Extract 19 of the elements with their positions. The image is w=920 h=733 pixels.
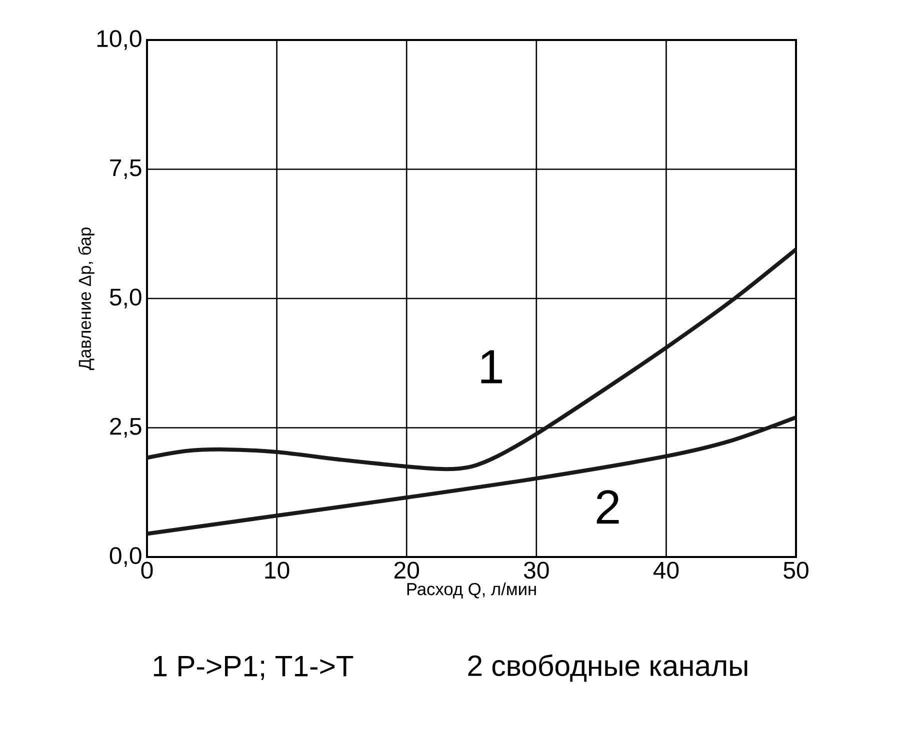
series-label: 1 [481,350,502,384]
x-tick-label: 10 [265,562,290,579]
x-tick-label: 50 [784,562,808,579]
y-tick-label: 7,5 [110,159,142,180]
x-tick-label: 30 [524,562,549,579]
line-series [145,415,798,536]
y-tick-label: 10,0 [97,30,142,50]
line-series [145,247,798,472]
y-axis-title: Давление Δp, бар [78,228,94,370]
x-tick-label: 20 [394,562,420,579]
x-axis-title: Расход Q, л/мин [407,582,536,599]
y-tick-label: 2,5 [110,418,142,438]
series-label: 2 [596,490,619,524]
text: 2 свободные каналы [468,654,748,682]
text: 1 P->P1; T1->T [154,656,354,680]
x-tick-label: 40 [653,562,679,579]
y-tick-label: 5,0 [110,288,142,308]
y-tick-label: 0,0 [110,547,142,567]
x-tick-label: 0 [141,562,153,579]
